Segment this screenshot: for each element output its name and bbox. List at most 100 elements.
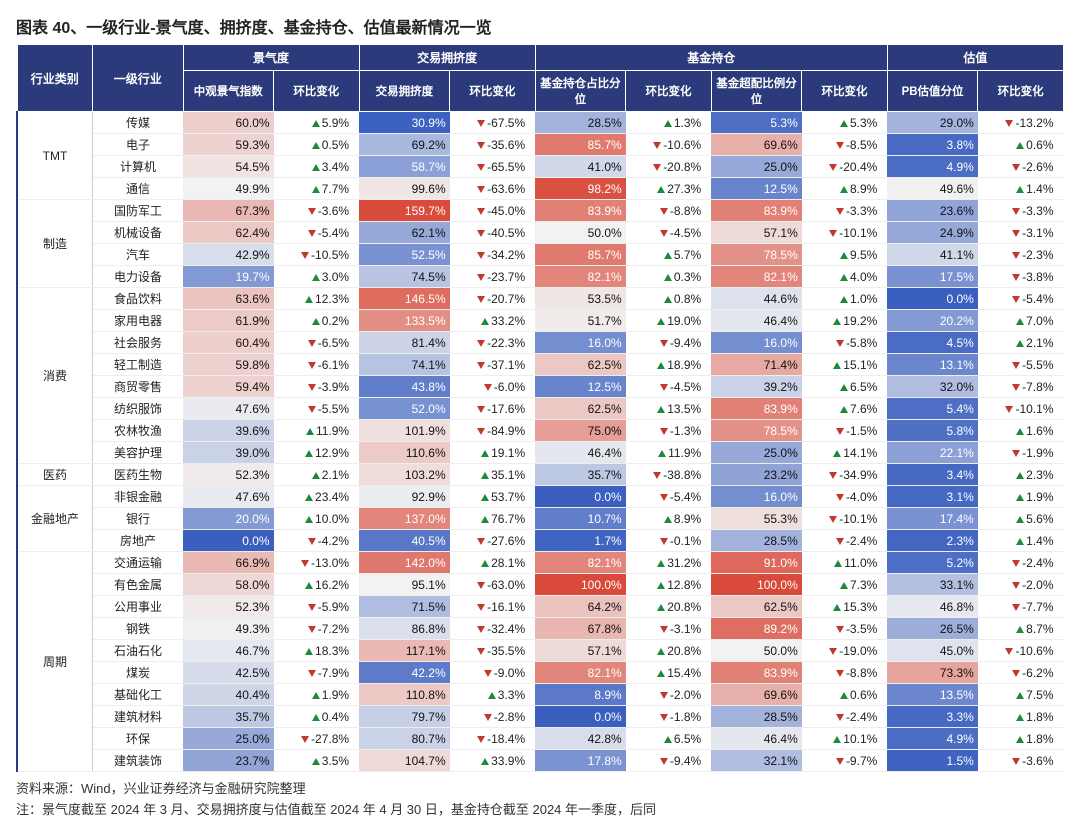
value-cell: 16.0% <box>711 486 802 508</box>
up-arrow-icon <box>312 186 320 193</box>
value-cell: 75.0% <box>535 420 626 442</box>
table-row: 农林牧渔39.6%11.9%101.9%-84.9%75.0%-1.3%78.5… <box>17 420 1064 442</box>
value-cell: 98.2% <box>535 178 626 200</box>
change-cell: 31.2% <box>626 552 712 574</box>
value-cell: 95.1% <box>359 574 450 596</box>
down-arrow-icon <box>660 626 668 633</box>
value-cell: 67.3% <box>183 200 274 222</box>
value-cell: 137.0% <box>359 508 450 530</box>
up-arrow-icon <box>488 692 496 699</box>
category-cell: TMT <box>17 112 92 200</box>
change-cell: -84.9% <box>450 420 536 442</box>
change-cell: -8.8% <box>626 200 712 222</box>
table-row: 医药医药生物52.3%2.1%103.2%35.1%35.7%-38.8%23.… <box>17 464 1064 486</box>
change-cell: -4.5% <box>626 376 712 398</box>
category-cell: 金融地产 <box>17 486 92 552</box>
value-cell: 29.0% <box>887 112 978 134</box>
down-arrow-icon <box>1012 296 1020 303</box>
up-arrow-icon <box>840 186 848 193</box>
change-cell: -1.8% <box>626 706 712 728</box>
change-cell: -35.5% <box>450 640 536 662</box>
up-arrow-icon <box>312 714 320 721</box>
category-cell: 制造 <box>17 200 92 288</box>
change-cell: -38.8% <box>626 464 712 486</box>
value-cell: 99.6% <box>359 178 450 200</box>
up-arrow-icon <box>312 758 320 765</box>
value-cell: 49.9% <box>183 178 274 200</box>
value-cell: 73.3% <box>887 662 978 684</box>
table-row: 电力设备19.7%3.0%74.5%-23.7%82.1%0.3%82.1%4.… <box>17 266 1064 288</box>
change-cell: 1.8% <box>978 706 1064 728</box>
change-cell: -10.1% <box>802 222 888 244</box>
up-arrow-icon <box>1016 318 1024 325</box>
down-arrow-icon <box>1012 208 1020 215</box>
table-row: 钢铁49.3%-7.2%86.8%-32.4%67.8%-3.1%89.2%-3… <box>17 618 1064 640</box>
table-header: 行业类别 一级行业 景气度 交易拥挤度 基金持仓 估值 中观景气指数 环比变化 … <box>17 45 1064 112</box>
change-cell: -3.9% <box>274 376 360 398</box>
value-cell: 103.2% <box>359 464 450 486</box>
down-arrow-icon <box>308 604 316 611</box>
up-arrow-icon <box>1016 186 1024 193</box>
change-cell: -3.6% <box>978 750 1064 772</box>
value-cell: 62.5% <box>711 596 802 618</box>
table-row: 公用事业52.3%-5.9%71.5%-16.1%64.2%20.8%62.5%… <box>17 596 1064 618</box>
value-cell: 58.7% <box>359 156 450 178</box>
change-cell: 53.7% <box>450 486 536 508</box>
up-arrow-icon <box>305 494 313 501</box>
down-arrow-icon <box>477 252 485 259</box>
down-arrow-icon <box>836 208 844 215</box>
value-cell: 78.5% <box>711 420 802 442</box>
industry-cell: 有色金属 <box>92 574 183 596</box>
down-arrow-icon <box>477 538 485 545</box>
value-cell: 30.9% <box>359 112 450 134</box>
table-row: 建筑材料35.7%0.4%79.7%-2.8%0.0%-1.8%28.5%-2.… <box>17 706 1064 728</box>
hdr-sub: 中观景气指数 <box>183 71 274 112</box>
change-cell: 2.3% <box>978 464 1064 486</box>
down-arrow-icon <box>477 604 485 611</box>
hdr-group-valuation: 估值 <box>887 45 1063 71</box>
note-text: 注：景气度截至 2024 年 3 月、交易拥挤度与估值截至 2024 年 4 月… <box>16 799 1064 818</box>
industry-cell: 环保 <box>92 728 183 750</box>
value-cell: 41.0% <box>535 156 626 178</box>
down-arrow-icon <box>477 406 485 413</box>
value-cell: 3.3% <box>887 706 978 728</box>
value-cell: 28.5% <box>535 112 626 134</box>
hdr-group-prosperity: 景气度 <box>183 45 359 71</box>
industry-cell: 食品饮料 <box>92 288 183 310</box>
down-arrow-icon <box>836 714 844 721</box>
hdr-category: 行业类别 <box>17 45 92 112</box>
table-row: 银行20.0%10.0%137.0%76.7%10.7%8.9%55.3%-10… <box>17 508 1064 530</box>
up-arrow-icon <box>481 450 489 457</box>
value-cell: 60.4% <box>183 332 274 354</box>
value-cell: 57.1% <box>535 640 626 662</box>
value-cell: 62.1% <box>359 222 450 244</box>
up-arrow-icon <box>1016 142 1024 149</box>
value-cell: 32.0% <box>887 376 978 398</box>
change-cell: -10.1% <box>978 398 1064 420</box>
up-arrow-icon <box>840 274 848 281</box>
industry-cell: 非银金融 <box>92 486 183 508</box>
value-cell: 71.5% <box>359 596 450 618</box>
up-arrow-icon <box>657 186 665 193</box>
down-arrow-icon <box>1005 648 1013 655</box>
industry-cell: 社会服务 <box>92 332 183 354</box>
down-arrow-icon <box>1012 604 1020 611</box>
change-cell: 33.2% <box>450 310 536 332</box>
up-arrow-icon <box>305 296 313 303</box>
source-text: 资料来源：Wind，兴业证券经济与金融研究院整理 <box>16 778 1064 797</box>
table-row: 机械设备62.4%-5.4%62.1%-40.5%50.0%-4.5%57.1%… <box>17 222 1064 244</box>
value-cell: 58.0% <box>183 574 274 596</box>
value-cell: 42.8% <box>535 728 626 750</box>
table-row: 轻工制造59.8%-6.1%74.1%-37.1%62.5%18.9%71.4%… <box>17 354 1064 376</box>
down-arrow-icon <box>484 384 492 391</box>
change-cell: -2.4% <box>802 706 888 728</box>
down-arrow-icon <box>660 494 668 501</box>
change-cell: -19.0% <box>802 640 888 662</box>
up-arrow-icon <box>840 384 848 391</box>
table-row: 基础化工40.4%1.9%110.8%3.3%8.9%-2.0%69.6%0.6… <box>17 684 1064 706</box>
value-cell: 1.5% <box>887 750 978 772</box>
up-arrow-icon <box>312 318 320 325</box>
change-cell: -35.6% <box>450 134 536 156</box>
change-cell: 19.1% <box>450 442 536 464</box>
value-cell: 110.6% <box>359 442 450 464</box>
